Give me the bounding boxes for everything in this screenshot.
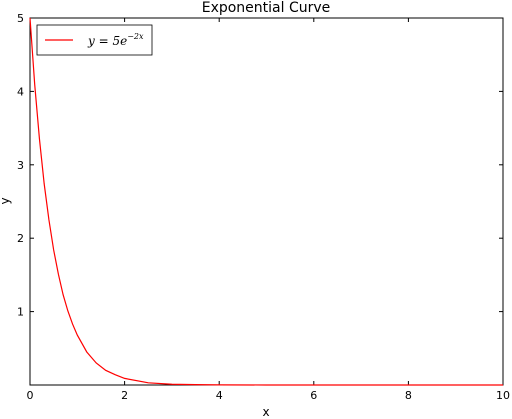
- legend-label-main: y = 5e: [87, 34, 127, 48]
- y-tick-label: 2: [17, 232, 24, 245]
- x-tick-label: 2: [121, 389, 128, 402]
- y-axis-label: y: [0, 197, 12, 204]
- chart-title: Exponential Curve: [202, 0, 331, 16]
- legend-label: y = 5e−2x: [87, 32, 144, 48]
- legend-label-exponent: −2x: [127, 32, 144, 41]
- series-line: [29, 17, 503, 386]
- y-tick-label: 5: [17, 12, 24, 25]
- x-tick-label: 0: [27, 389, 34, 402]
- x-tick-label: 10: [496, 389, 510, 402]
- x-tick-label: 6: [310, 389, 317, 402]
- plot-frame: [29, 17, 504, 386]
- y-axis-ticks: 1 2 3 4 5: [17, 12, 503, 319]
- y-tick-label: 3: [17, 159, 24, 172]
- x-tick-label: 4: [216, 389, 223, 402]
- y-tick-label: 4: [17, 85, 24, 98]
- legend: y = 5e−2x: [36, 24, 153, 56]
- x-tick-label: 8: [405, 389, 412, 402]
- x-axis-label: x: [262, 405, 269, 419]
- x-axis-ticks: 0 2 4 6 8 10: [27, 18, 510, 402]
- y-tick-label: 1: [17, 306, 24, 319]
